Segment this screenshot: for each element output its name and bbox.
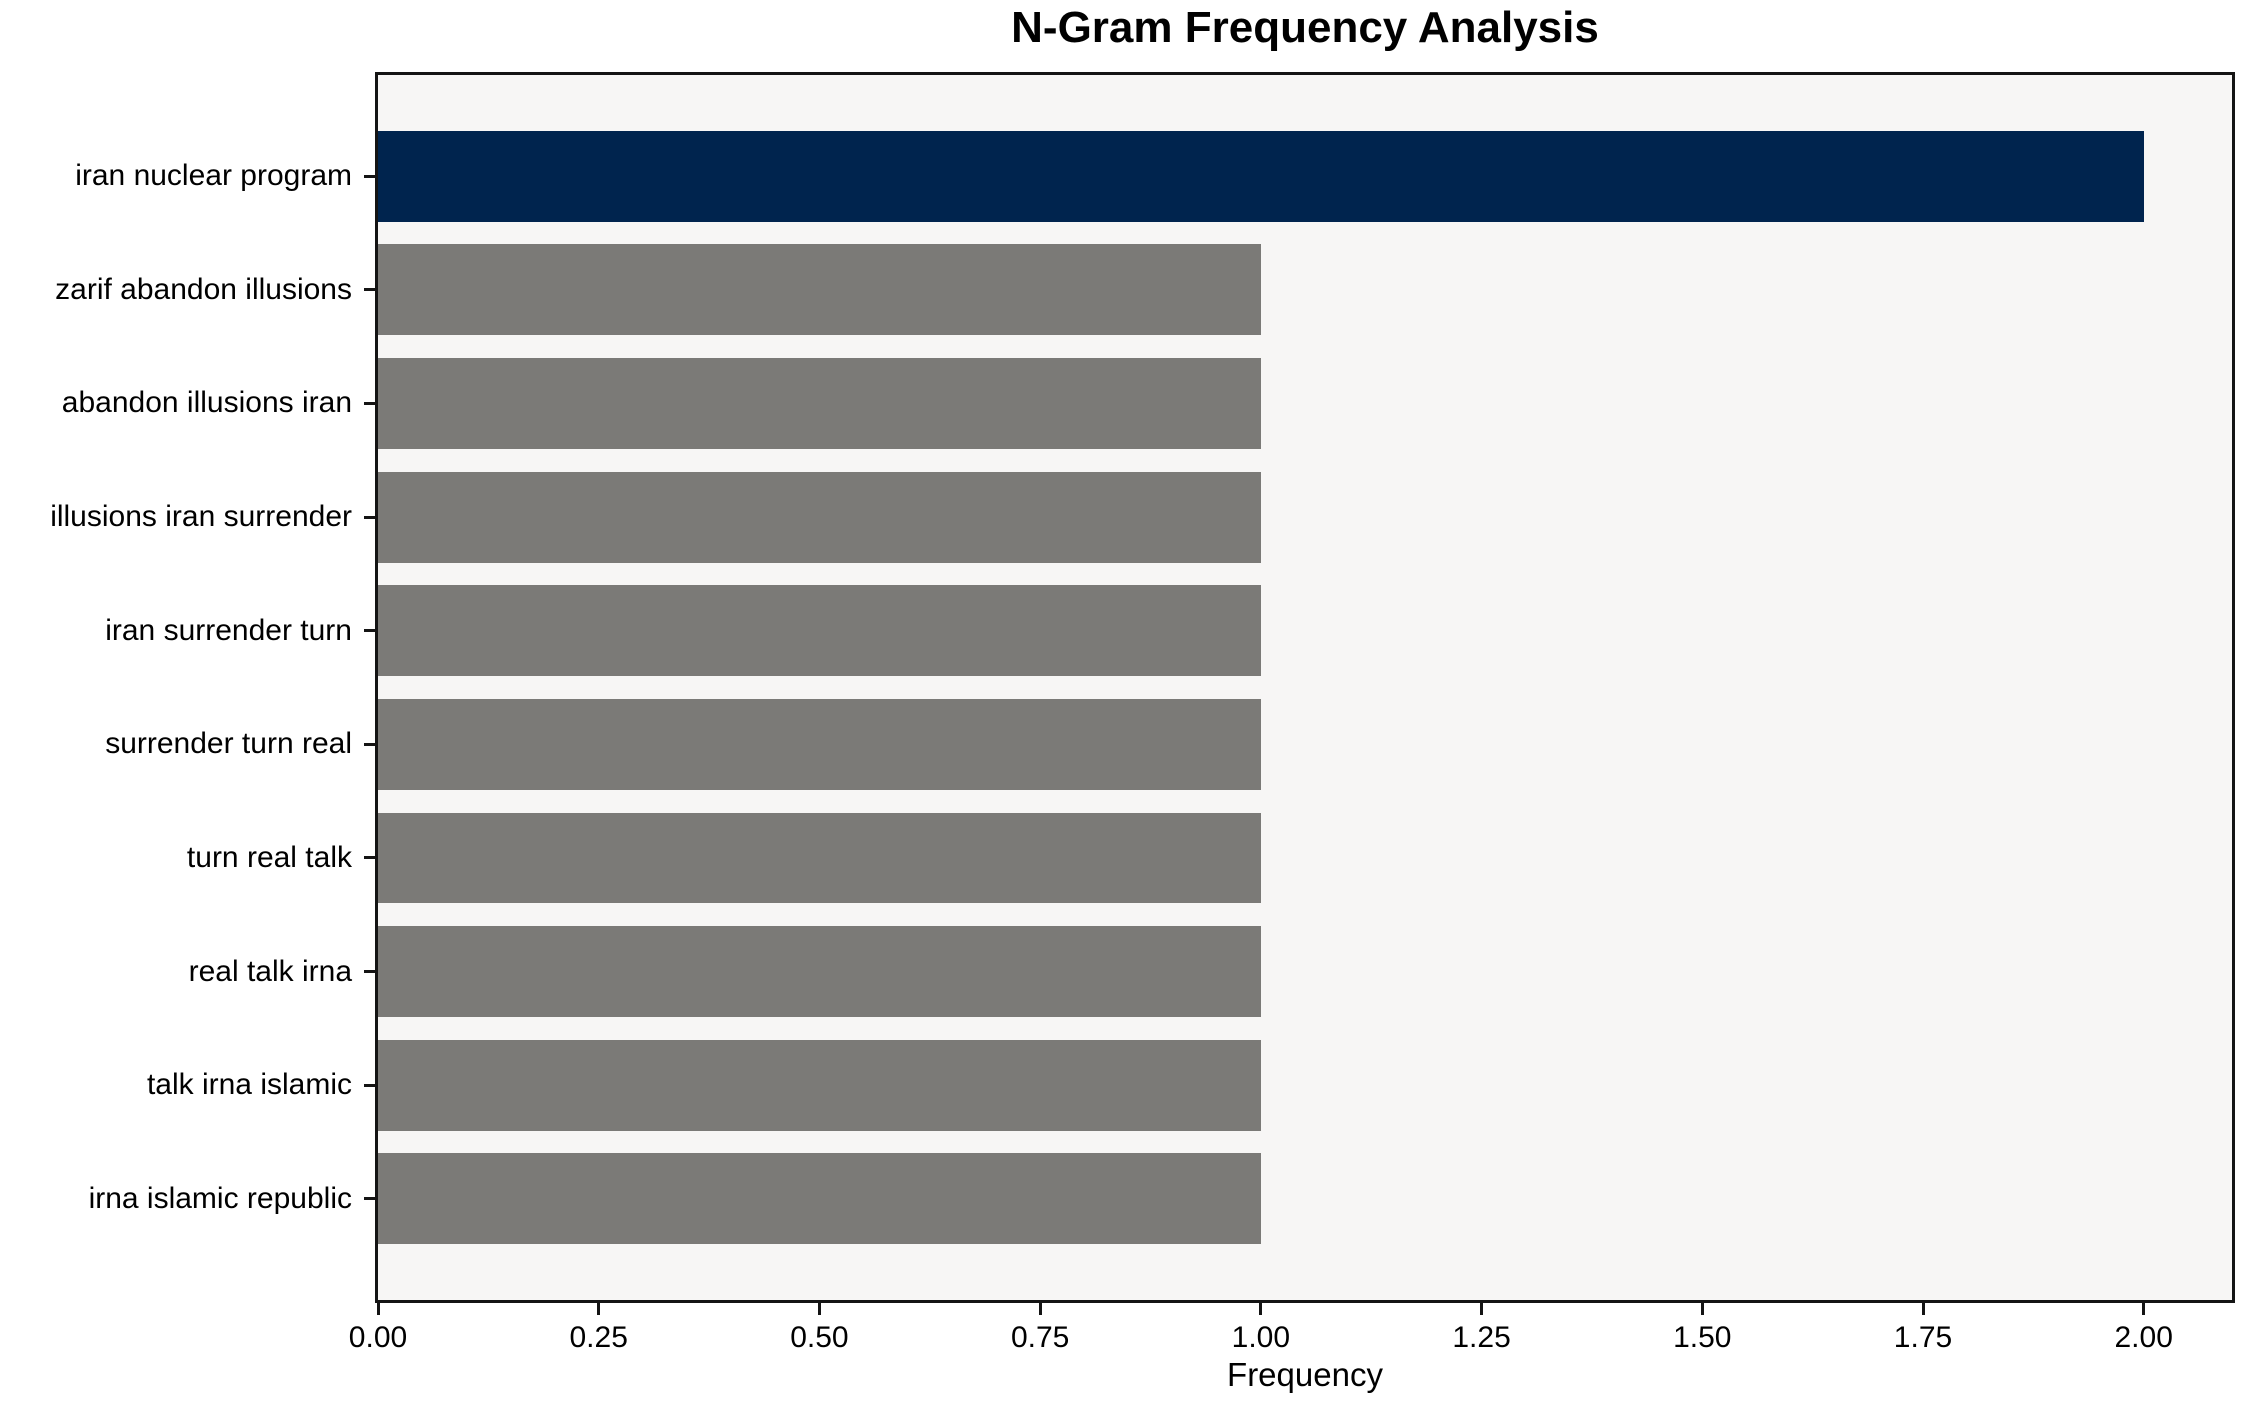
y-tick-mark <box>364 401 375 405</box>
y-tick-label: abandon illusions iran <box>61 386 352 420</box>
plot-area <box>375 72 2235 1303</box>
bar-talk-irna-islamic <box>378 1039 1261 1131</box>
x-tick-mark <box>1700 1303 1704 1315</box>
y-tick-mark <box>364 288 375 292</box>
y-tick-mark <box>364 515 375 519</box>
y-tick-label: surrender turn real <box>105 727 352 761</box>
bar-irna-islamic-republic <box>378 1153 1261 1245</box>
y-tick-mark <box>364 1083 375 1087</box>
y-tick-label: irna islamic republic <box>88 1181 352 1215</box>
bar-iran-nuclear-program <box>378 130 2144 222</box>
y-tick-label: iran surrender turn <box>105 613 352 647</box>
y-tick-mark <box>364 970 375 974</box>
x-axis-label: Frequency <box>1227 1356 1383 1393</box>
x-tick-label: 0.50 <box>790 1321 849 1354</box>
x-tick-label: 0.25 <box>569 1321 628 1354</box>
bar-real-talk-irna <box>378 926 1261 1018</box>
y-tick-label: iran nuclear program <box>75 159 352 193</box>
bar-illusions-iran-surrender <box>378 471 1261 563</box>
x-tick-label: 0.00 <box>348 1321 408 1354</box>
x-tick-label: 1.50 <box>1673 1321 1732 1354</box>
x-tick-mark <box>597 1303 601 1315</box>
x-tick-mark <box>2142 1303 2146 1315</box>
y-tick-mark <box>364 1197 375 1201</box>
y-tick-label: zarif abandon illusions <box>55 272 352 306</box>
x-tick-mark <box>1921 1303 1925 1315</box>
bar-turn-real-talk <box>378 812 1261 904</box>
x-tick-mark <box>1480 1303 1484 1315</box>
x-tick-mark <box>376 1303 380 1315</box>
y-tick-label: illusions iran surrender <box>50 500 352 534</box>
bar-iran-surrender-turn <box>378 585 1261 677</box>
bar-zarif-abandon-illusions <box>378 244 1261 336</box>
x-tick-label: 2.00 <box>2114 1321 2173 1354</box>
y-tick-mark <box>364 856 375 860</box>
x-tick-label: 1.25 <box>1452 1321 1511 1354</box>
x-tick-mark <box>1259 1303 1263 1315</box>
x-tick-mark <box>817 1303 821 1315</box>
y-tick-mark <box>364 174 375 178</box>
chart-title: N-Gram Frequency Analysis <box>1011 3 1599 52</box>
y-tick-mark <box>364 629 375 633</box>
y-tick-mark <box>364 742 375 746</box>
bar-abandon-illusions-iran <box>378 357 1261 449</box>
bar-surrender-turn-real <box>378 698 1261 790</box>
x-tick-label: 1.00 <box>1231 1321 1291 1354</box>
y-tick-label: turn real talk <box>186 840 352 874</box>
y-tick-label: talk irna islamic <box>146 1068 352 1102</box>
x-tick-label: 1.75 <box>1893 1321 1953 1354</box>
y-tick-label: real talk irna <box>188 954 352 988</box>
x-tick-mark <box>1038 1303 1042 1315</box>
x-tick-label: 0.75 <box>1010 1321 1070 1354</box>
